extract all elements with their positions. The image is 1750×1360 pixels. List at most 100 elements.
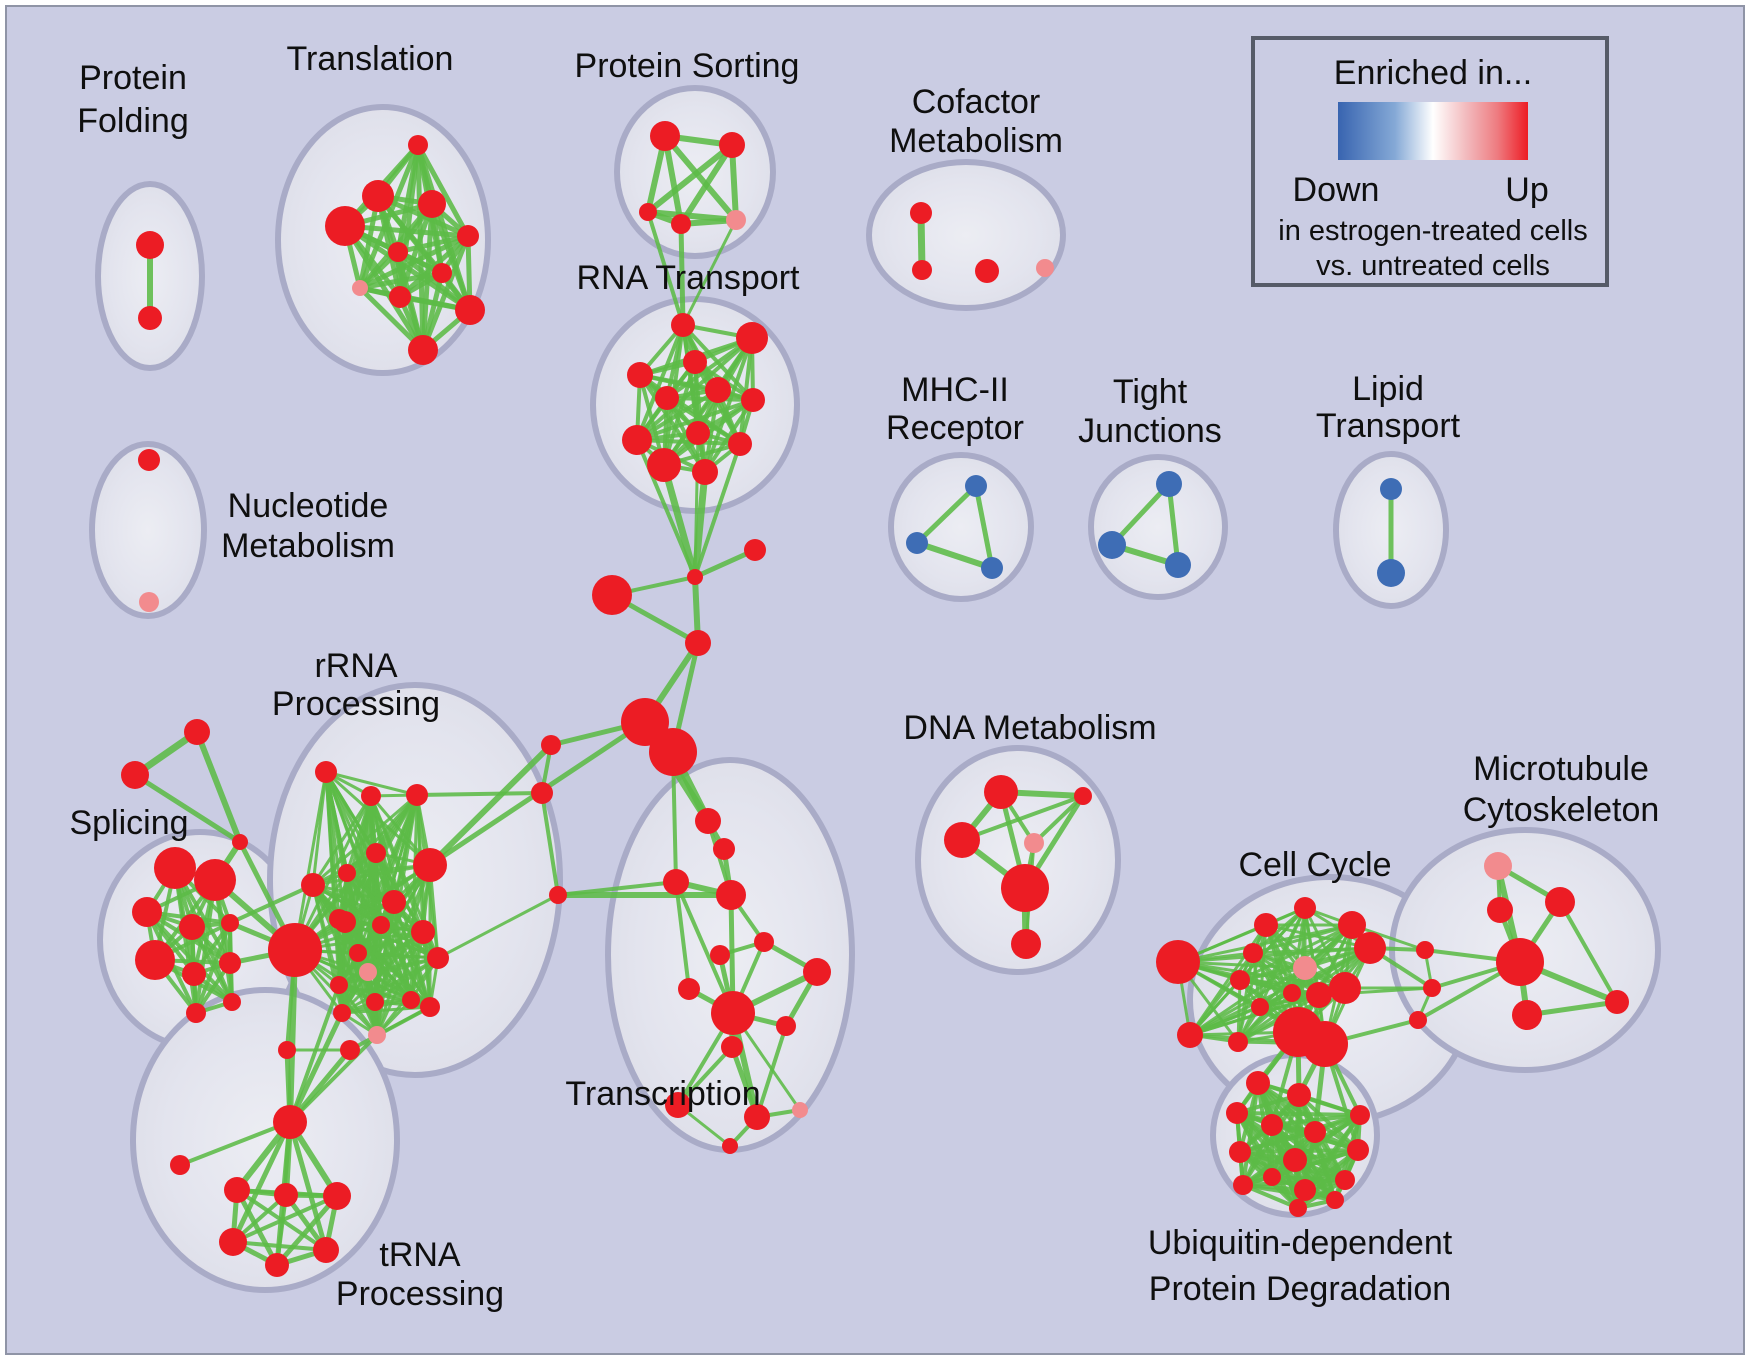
node-cell-cycle-2[interactable]: [1254, 913, 1278, 937]
node-ubiquitin-degradation-12[interactable]: [1350, 1105, 1370, 1125]
node-ubiquitin-degradation-8[interactable]: [1263, 1168, 1281, 1186]
node-connectors-1[interactable]: [687, 569, 703, 585]
node-splicing-3[interactable]: [179, 914, 205, 940]
node-rna-transport-4[interactable]: [705, 377, 731, 403]
node-trna-processing-7[interactable]: [265, 1253, 289, 1277]
node-rrna-processing-5[interactable]: [413, 848, 447, 882]
node-ubiquitin-degradation-14[interactable]: [1289, 1199, 1307, 1217]
node-ubiquitin-degradation-7[interactable]: [1233, 1175, 1253, 1195]
node-splicing-8[interactable]: [223, 993, 241, 1011]
node-mhc-ii-receptor-1[interactable]: [906, 532, 928, 554]
node-trna-processing-5[interactable]: [219, 1228, 247, 1256]
node-mhc-ii-receptor-0[interactable]: [965, 475, 987, 497]
node-transcription-10[interactable]: [721, 1036, 743, 1058]
node-connectors-7[interactable]: [531, 782, 553, 804]
node-translation-9[interactable]: [455, 295, 485, 325]
node-ubiquitin-degradation-0[interactable]: [1246, 1071, 1270, 1095]
node-rrna-processing-0[interactable]: [315, 761, 337, 783]
node-cell-cycle-6[interactable]: [1243, 943, 1263, 963]
node-tight-junctions-2[interactable]: [1165, 552, 1191, 578]
node-rna-transport-9[interactable]: [728, 432, 752, 456]
node-translation-8[interactable]: [389, 286, 411, 308]
node-microtubule-cytoskeleton-0[interactable]: [1484, 852, 1512, 880]
node-connectors-3[interactable]: [685, 630, 711, 656]
node-rrna-processing-4[interactable]: [338, 864, 356, 882]
node-dna-metabolism-1[interactable]: [1074, 787, 1092, 805]
node-rrna-processing-12[interactable]: [411, 920, 435, 944]
node-splicing-9[interactable]: [186, 1003, 206, 1023]
node-rrna-processing-10[interactable]: [329, 909, 349, 929]
node-cell-cycle-11[interactable]: [1329, 972, 1361, 1004]
node-transcription-8[interactable]: [711, 991, 755, 1035]
node-cell-cycle-3[interactable]: [1294, 897, 1316, 919]
node-ubiquitin-degradation-9[interactable]: [1294, 1179, 1316, 1201]
node-rrna-processing-16[interactable]: [330, 976, 348, 994]
node-translation-10[interactable]: [408, 335, 438, 365]
node-translation-4[interactable]: [457, 225, 479, 247]
node-translation-1[interactable]: [362, 180, 394, 212]
node-rrna-processing-6[interactable]: [301, 873, 325, 897]
node-transcription-12[interactable]: [744, 1104, 770, 1130]
node-ubiquitin-degradation-2[interactable]: [1226, 1102, 1248, 1124]
node-splicing-1[interactable]: [194, 859, 236, 901]
node-splicing-2[interactable]: [132, 897, 162, 927]
node-ubiquitin-degradation-11[interactable]: [1347, 1139, 1369, 1161]
node-rna-transport-11[interactable]: [692, 459, 718, 485]
node-transcription-1[interactable]: [713, 838, 735, 860]
node-cell-cycle-0[interactable]: [1156, 940, 1200, 984]
node-trna-processing-2[interactable]: [224, 1177, 250, 1203]
node-rrna-processing-11[interactable]: [372, 916, 390, 934]
node-rna-transport-10[interactable]: [647, 448, 681, 482]
node-ubiquitin-degradation-5[interactable]: [1229, 1141, 1251, 1163]
node-transcription-4[interactable]: [754, 932, 774, 952]
node-cell-cycle-4[interactable]: [1338, 911, 1366, 939]
node-rrna-processing-18[interactable]: [402, 991, 420, 1009]
node-cell-cycle-5[interactable]: [1354, 932, 1386, 964]
node-protein-folding-0[interactable]: [136, 231, 164, 259]
node-trna-processing-9[interactable]: [278, 1041, 296, 1059]
node-transcription-7[interactable]: [678, 978, 700, 1000]
node-rrna-processing-20[interactable]: [420, 997, 440, 1017]
node-cofactor-metabolism-2[interactable]: [975, 259, 999, 283]
node-transcription-11[interactable]: [665, 1092, 691, 1118]
node-rrna-processing-21[interactable]: [333, 1004, 351, 1022]
node-trna-processing-8[interactable]: [340, 1040, 360, 1060]
node-protein-sorting-3[interactable]: [671, 214, 691, 234]
node-splicing-6[interactable]: [182, 962, 206, 986]
node-connectors-10[interactable]: [121, 761, 149, 789]
node-rna-transport-8[interactable]: [622, 425, 652, 455]
node-microtubule-cytoskeleton-2[interactable]: [1487, 897, 1513, 923]
node-dna-metabolism-5[interactable]: [1011, 929, 1041, 959]
node-rrna-processing-19[interactable]: [368, 1026, 386, 1044]
node-ubiquitin-degradation-4[interactable]: [1304, 1121, 1326, 1143]
node-translation-7[interactable]: [352, 280, 368, 296]
node-rrna-processing-3[interactable]: [366, 843, 386, 863]
node-connectors-11[interactable]: [232, 834, 248, 850]
node-rrna-processing-2[interactable]: [406, 784, 428, 806]
node-transcription-5[interactable]: [710, 945, 730, 965]
node-cofactor-metabolism-3[interactable]: [1036, 259, 1054, 277]
node-dna-metabolism-3[interactable]: [1024, 833, 1044, 853]
node-translation-6[interactable]: [432, 263, 452, 283]
node-trna-processing-1[interactable]: [170, 1155, 190, 1175]
node-translation-5[interactable]: [388, 242, 408, 262]
node-rna-transport-7[interactable]: [686, 421, 710, 445]
node-rna-transport-1[interactable]: [736, 322, 768, 354]
node-cell-cycle-15[interactable]: [1228, 1032, 1248, 1052]
node-trna-processing-0[interactable]: [273, 1105, 307, 1139]
node-ubiquitin-degradation-6[interactable]: [1283, 1148, 1307, 1172]
node-rrna-processing-17[interactable]: [366, 993, 384, 1011]
node-cell-cycle-12[interactable]: [1251, 998, 1269, 1016]
node-dna-metabolism-2[interactable]: [944, 822, 980, 858]
node-ubiquitin-degradation-3[interactable]: [1261, 1114, 1283, 1136]
node-rrna-processing-14[interactable]: [359, 963, 377, 981]
node-rna-transport-3[interactable]: [627, 362, 653, 388]
node-ubiquitin-degradation-1[interactable]: [1287, 1083, 1311, 1107]
node-lipid-transport-0[interactable]: [1380, 478, 1402, 500]
node-connectors-6[interactable]: [541, 735, 561, 755]
node-connectors-0[interactable]: [744, 539, 766, 561]
node-nucleotide-metabolism-1[interactable]: [139, 592, 159, 612]
node-protein-sorting-1[interactable]: [719, 132, 745, 158]
node-rna-transport-5[interactable]: [655, 386, 679, 410]
node-translation-0[interactable]: [408, 135, 428, 155]
